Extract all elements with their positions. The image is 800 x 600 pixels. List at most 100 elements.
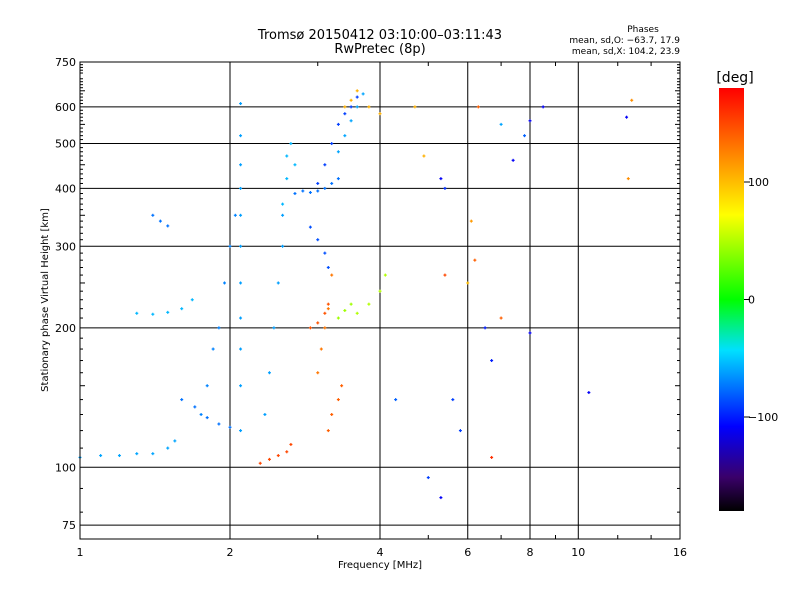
- data-point: [281, 213, 285, 217]
- data-point: [413, 105, 417, 109]
- data-point: [490, 359, 494, 363]
- data-point: [326, 307, 330, 311]
- data-point: [239, 384, 243, 388]
- data-point: [394, 398, 398, 402]
- data-point: [135, 311, 139, 315]
- data-point: [458, 429, 462, 433]
- data-point: [267, 457, 271, 461]
- data-point: [587, 391, 591, 395]
- data-point: [316, 371, 320, 375]
- data-point: [316, 238, 320, 242]
- data-point: [355, 105, 359, 109]
- data-point: [151, 452, 155, 456]
- x-tick-label: 4: [377, 546, 384, 559]
- data-point: [316, 321, 320, 325]
- data-point: [239, 186, 243, 190]
- data-point: [199, 412, 203, 416]
- phases-line-o: mean, sd,O: −63.7, 17.9: [569, 36, 680, 46]
- data-point: [323, 311, 327, 315]
- x-tick-label: 2: [227, 546, 234, 559]
- data-point: [367, 302, 371, 306]
- data-point: [239, 316, 243, 320]
- data-point: [469, 219, 473, 223]
- data-point: [180, 398, 184, 402]
- data-point: [166, 224, 170, 228]
- y-tick-label: 750: [55, 56, 76, 69]
- data-point: [343, 309, 347, 313]
- data-point: [316, 181, 320, 185]
- data-point: [378, 112, 382, 116]
- y-tick-labels: 75 100 200 300 400 500 600 750: [55, 56, 76, 532]
- data-point: [343, 112, 347, 116]
- data-point: [343, 134, 347, 138]
- data-point: [330, 142, 334, 146]
- data-point: [343, 105, 347, 109]
- data-point: [330, 273, 334, 277]
- data-point: [239, 213, 243, 217]
- data-point: [336, 398, 340, 402]
- data-point: [451, 398, 455, 402]
- data-point: [267, 371, 271, 375]
- y-tick-label: 300: [55, 240, 76, 253]
- data-point: [490, 455, 494, 459]
- data-point: [239, 163, 243, 167]
- data-point: [233, 213, 237, 217]
- data-point: [349, 105, 353, 109]
- data-point: [239, 102, 243, 106]
- y-tick-label: 400: [55, 182, 76, 195]
- phases-line-x: mean, sd,X: 104.2, 23.9: [572, 47, 680, 57]
- data-point: [205, 416, 209, 420]
- data-point: [217, 326, 221, 330]
- data-point: [308, 225, 312, 229]
- data-point: [166, 446, 170, 450]
- data-point: [626, 177, 630, 181]
- data-point: [383, 273, 387, 277]
- data-point: [228, 425, 232, 429]
- colorbar-unit: [deg]: [716, 70, 753, 86]
- data-point: [349, 98, 353, 102]
- y-tick-label: 600: [55, 101, 76, 114]
- data-point: [355, 311, 359, 315]
- data-point: [281, 244, 285, 248]
- x-tick-labels: 1 2 4 6 8 10 16: [77, 546, 688, 559]
- data-point: [258, 461, 262, 465]
- data-point: [439, 177, 443, 181]
- data-point: [473, 258, 477, 262]
- data-point: [166, 310, 170, 314]
- data-point: [239, 244, 243, 248]
- y-tick-label: 100: [55, 461, 76, 474]
- data-point: [289, 142, 293, 146]
- data-point: [272, 326, 276, 330]
- data-point: [326, 429, 330, 433]
- data-point: [239, 429, 243, 433]
- data-point: [285, 450, 289, 454]
- data-point: [308, 190, 312, 194]
- data-point: [466, 281, 470, 285]
- data-point: [378, 289, 382, 293]
- x-tick-label: 8: [527, 546, 534, 559]
- data-point: [316, 189, 320, 193]
- data-point: [511, 158, 515, 162]
- data-point: [285, 177, 289, 181]
- data-point: [281, 202, 285, 206]
- data-point: [293, 163, 297, 167]
- data-point: [117, 454, 121, 458]
- data-point: [323, 163, 327, 167]
- data-point: [285, 154, 289, 158]
- colorbar-tick-label: 100: [748, 176, 769, 189]
- x-tick-label: 10: [571, 546, 585, 559]
- data-point: [523, 134, 527, 138]
- data-point: [228, 244, 232, 248]
- data-point: [326, 302, 330, 306]
- data-point: [173, 439, 177, 443]
- data-point: [528, 331, 532, 335]
- data-point: [443, 273, 447, 277]
- x-tick-label: 1: [77, 546, 84, 559]
- data-point: [319, 347, 323, 351]
- data-point: [289, 442, 293, 446]
- y-tick-label: 500: [55, 138, 76, 151]
- data-point: [323, 326, 327, 330]
- colorbar-tick-label: −100: [748, 411, 778, 424]
- data-point: [476, 105, 480, 109]
